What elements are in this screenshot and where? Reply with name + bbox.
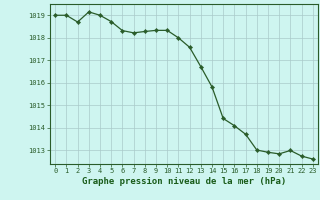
X-axis label: Graphe pression niveau de la mer (hPa): Graphe pression niveau de la mer (hPa) [82,177,286,186]
